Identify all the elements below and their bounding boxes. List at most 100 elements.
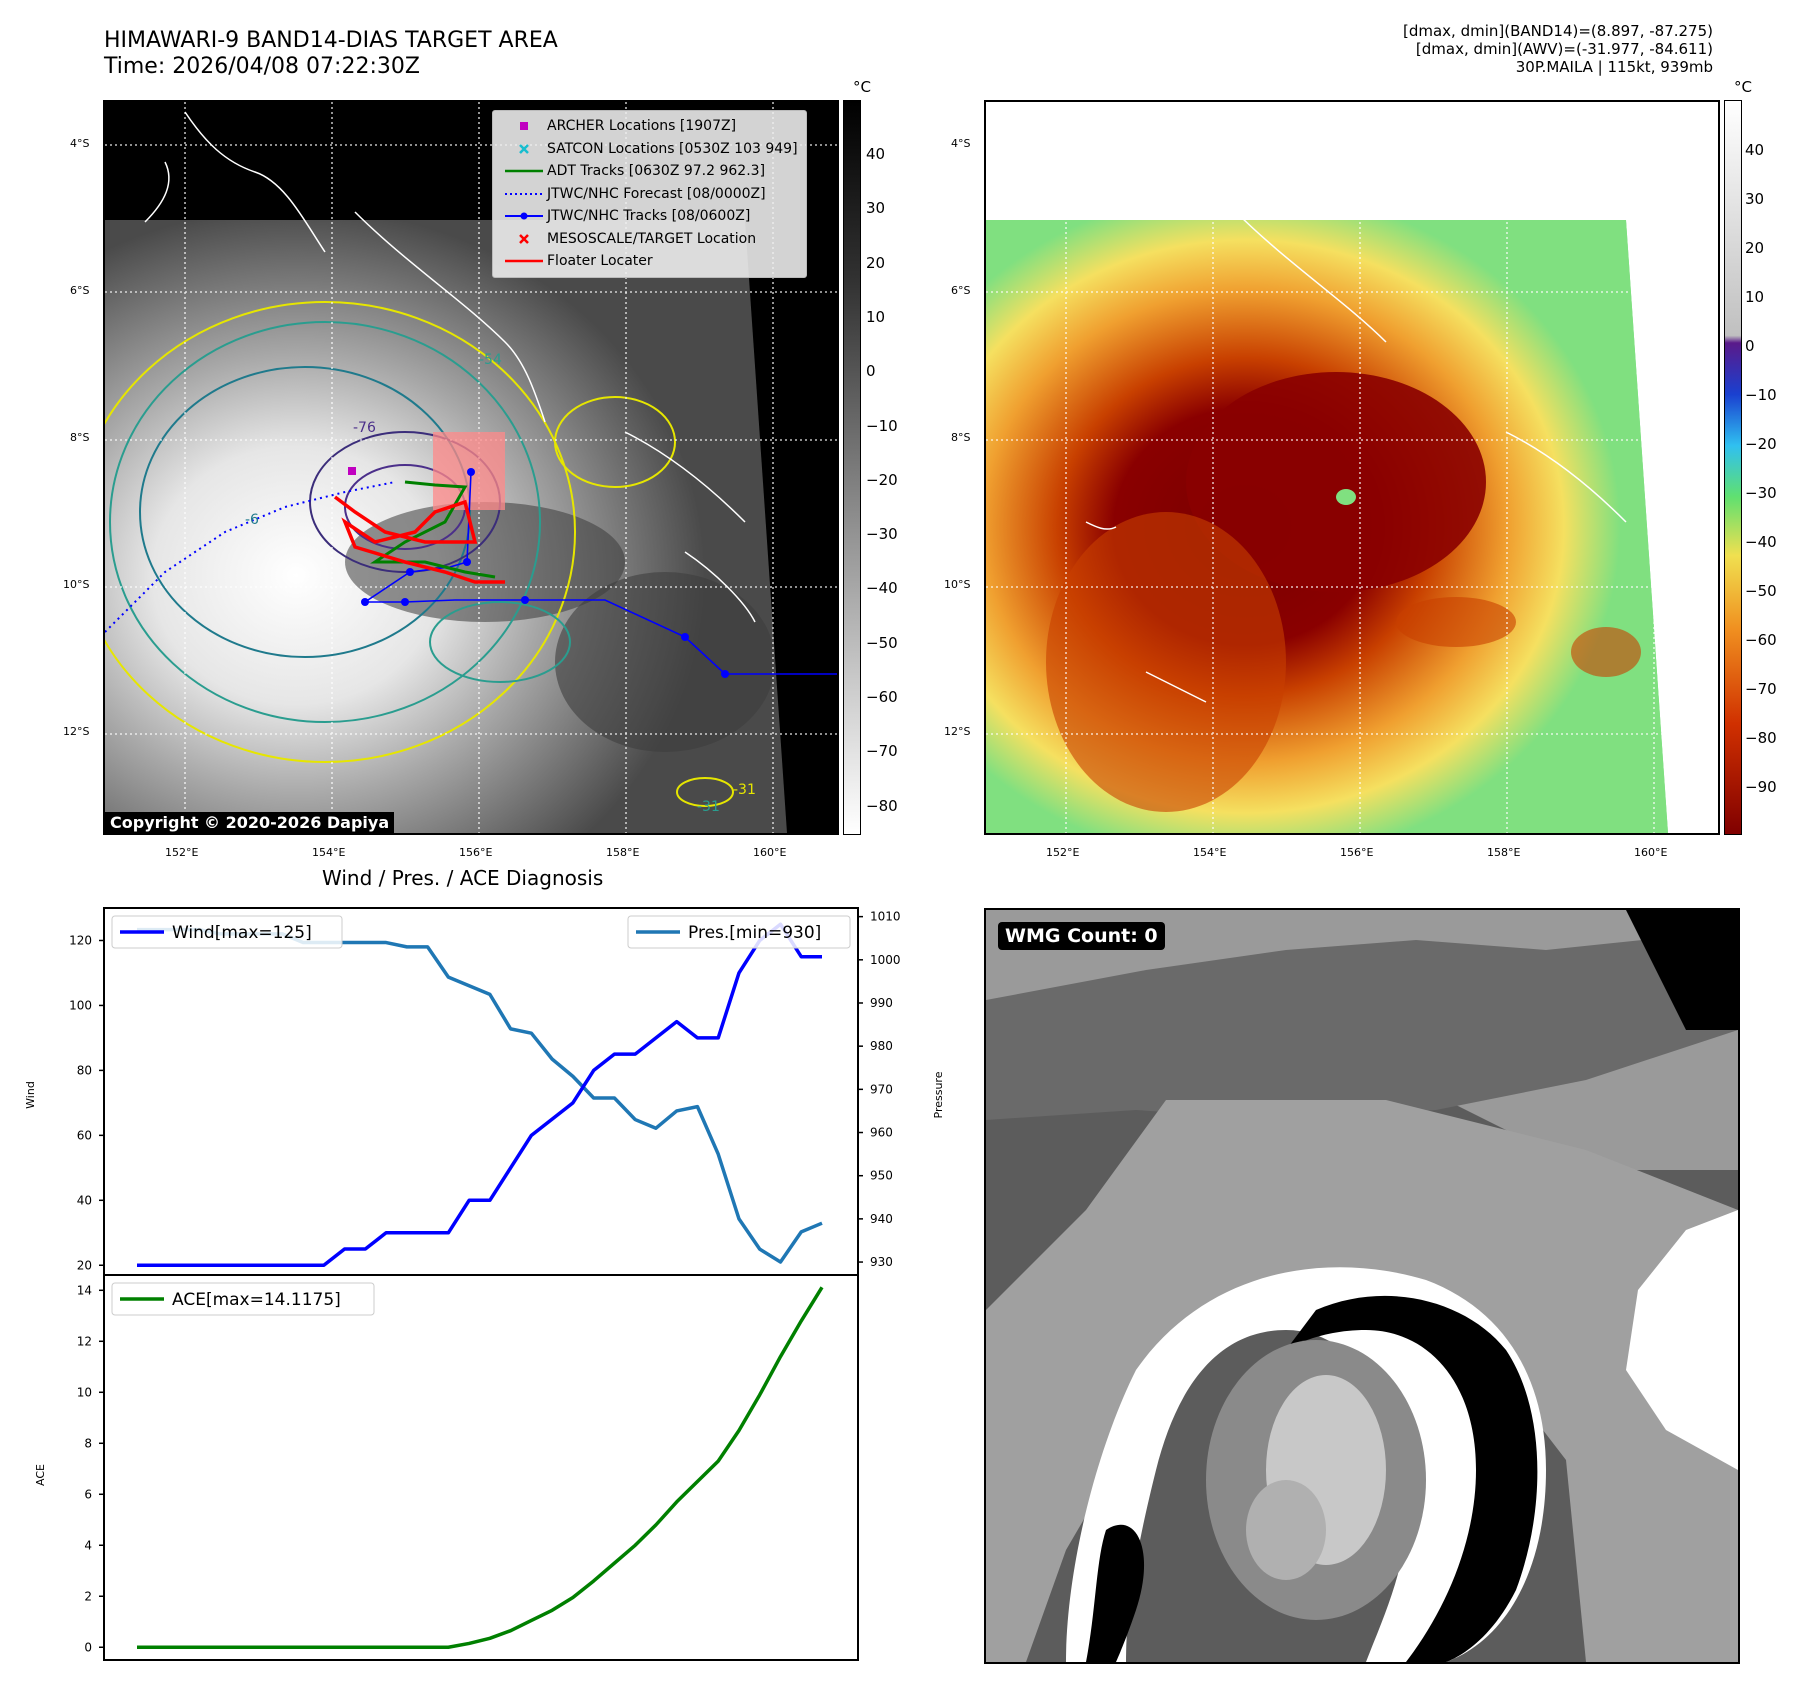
- diagnosis-chart: 2040608010012093094095096097098099010001…: [24, 907, 945, 1661]
- legend-label: JTWC/NHC Forecast [08/0000Z]: [547, 185, 766, 202]
- legend-label: SATCON Locations [0530Z 103 949]: [547, 140, 798, 157]
- ace-ytick-label: 8: [84, 1436, 92, 1450]
- wind-ytick-label: 40: [77, 1193, 92, 1207]
- awv-lat-label-10s: 10°S: [944, 578, 971, 591]
- ace-axis-label: ACE: [34, 1464, 47, 1486]
- info-line-1: [dmax, dmin](BAND14)=(8.897, -87.275): [1402, 22, 1713, 40]
- wind-legend-box: [111, 915, 343, 949]
- awv-lon-label-158e: 158°E: [1487, 846, 1521, 859]
- ace-series-line: [137, 1286, 824, 1650]
- ace-ytick-label: 10: [77, 1385, 92, 1399]
- colorbar-tick-label: 0: [1745, 337, 1755, 355]
- pressure-ytick-label: 1010: [870, 910, 901, 924]
- wind-ytick-label: 80: [77, 1063, 92, 1077]
- ace-ytick-label: 4: [84, 1538, 92, 1552]
- lat-label-8s: 8°S: [70, 431, 90, 444]
- wmg-image: [986, 910, 1738, 1662]
- lat-label-6s: 6°S: [70, 284, 90, 297]
- legend-label: Floater Locater: [547, 253, 653, 269]
- colorbar-tick-label: −90: [1745, 778, 1777, 796]
- info-line-3: 30P.MAILA | 115kt, 939mb: [1515, 58, 1713, 76]
- awv-lat-label-6s: 6°S: [951, 284, 971, 297]
- ace-axes-frame: [103, 1274, 859, 1661]
- pressure-ytick-label: 960: [870, 1126, 893, 1140]
- pressure-series-line: [137, 927, 823, 1264]
- title-line-1: HIMAWARI-9 BAND14-DIAS TARGET AREA: [104, 28, 558, 53]
- awv-colorbar: [1724, 100, 1742, 835]
- legend-label: ARCHER Locations [1907Z]: [547, 118, 737, 134]
- copyright-label: Copyright © 2020-2026 Dapiya: [105, 812, 395, 833]
- awv-lon-label-160e: 160°E: [1634, 846, 1668, 859]
- lon-label-152e: 152°E: [165, 846, 199, 859]
- colorbar-tick-label: −20: [866, 470, 898, 489]
- legend-item: SATCON Locations [0530Z 103 949]: [501, 138, 798, 161]
- wind-ytick-label: 60: [77, 1128, 92, 1142]
- legend-item: ARCHER Locations [1907Z]: [501, 115, 798, 138]
- map-legend: ARCHER Locations [1907Z] SATCON Locations…: [492, 110, 807, 278]
- awv-lon-label-156e: 156°E: [1340, 846, 1374, 859]
- awv-map-panel: [984, 100, 1720, 835]
- legend-symbol-icon: [501, 205, 547, 227]
- wind-ytick-label: 20: [77, 1258, 92, 1272]
- title-line-2: Time: 2026/04/08 07:22:30Z: [104, 54, 420, 79]
- diagnosis-title: Wind / Pres. / ACE Diagnosis: [322, 866, 604, 890]
- colorbar-tick-label: −60: [866, 688, 898, 706]
- awv-lon-label-152e: 152°E: [1046, 846, 1080, 859]
- wind-ytick-label: 120: [69, 933, 92, 947]
- contour-label-1: -76: [353, 420, 376, 436]
- legend-item: JTWC/NHC Tracks [08/0600Z]: [501, 205, 798, 228]
- pressure-ytick-label: 990: [870, 996, 893, 1010]
- lon-label-158e: 158°E: [606, 846, 640, 859]
- pressure-ytick-label: 980: [870, 1039, 893, 1053]
- colorbar-tick-label: −40: [1745, 533, 1777, 551]
- lon-label-154e: 154°E: [312, 846, 346, 859]
- legend-symbol-icon: [501, 228, 547, 250]
- colorbar-tick-label: −80: [1745, 729, 1777, 747]
- colorbar-tick-label: −50: [1745, 582, 1777, 600]
- colorbar-tick-label: 0: [866, 362, 876, 381]
- pressure-ytick-label: 940: [870, 1212, 893, 1226]
- ace-legend-box: [111, 1282, 375, 1316]
- ir-map-panel: Copyright © 2020-2026 Dapiya -76 -31 -31…: [103, 100, 839, 835]
- ace-ytick-label: 0: [84, 1640, 92, 1654]
- legend-symbol-icon: [501, 250, 547, 272]
- legend-label: MESOSCALE/TARGET Location: [547, 230, 757, 247]
- lon-label-160e: 160°E: [753, 846, 787, 859]
- ace-ytick-label: 12: [77, 1334, 92, 1348]
- contour-label-5: -6: [245, 512, 259, 528]
- ir-colorbar: [843, 100, 861, 835]
- colorbar-tick-label: 10: [866, 307, 886, 326]
- awv-map-image: [986, 102, 1718, 833]
- awv-lon-label-154e: 154°E: [1193, 846, 1227, 859]
- legend-label: JTWC/NHC Tracks [08/0600Z]: [547, 208, 751, 224]
- ace-ytick-label: 6: [84, 1487, 92, 1501]
- colorbar-tick-label: −30: [1745, 484, 1777, 502]
- legend-item: Floater Locater: [501, 250, 798, 273]
- legend-symbol-icon: [501, 183, 547, 205]
- wind-legend-label: Wind[max=125]: [172, 923, 312, 943]
- colorbar-tick-label: 10: [1745, 288, 1765, 306]
- lat-label-10s: 10°S: [63, 578, 90, 591]
- legend-label: ADT Tracks [0630Z 97.2 962.3]: [547, 163, 766, 179]
- legend-symbol-icon: [501, 160, 547, 182]
- colorbar-tick-label: −60: [1745, 631, 1777, 649]
- wind-axis-label: Wind: [24, 1081, 37, 1109]
- wind-series-line: [137, 922, 822, 1268]
- legend-symbol-icon: [501, 138, 547, 160]
- colorbar-tick-label: −20: [1745, 435, 1777, 453]
- awv-colorbar-unit: °C: [1734, 78, 1752, 96]
- wmg-panel: WMG Count: 0: [984, 908, 1740, 1664]
- colorbar-tick-label: −30: [866, 525, 898, 544]
- colorbar-tick-label: −70: [1745, 680, 1777, 698]
- ace-legend-label: ACE[max=14.1175]: [172, 1290, 341, 1310]
- ace-ytick-label: 2: [84, 1589, 92, 1603]
- colorbar-tick-label: 40: [866, 145, 886, 163]
- colorbar-tick-label: −50: [866, 633, 898, 652]
- pressure-ytick-label: 970: [870, 1082, 893, 1096]
- colorbar-tick-label: −40: [866, 579, 898, 598]
- awv-lat-label-8s: 8°S: [951, 431, 971, 444]
- lat-label-12s: 12°S: [63, 725, 90, 738]
- pressure-ytick-label: 930: [870, 1255, 893, 1269]
- lat-label-4s: 4°S: [70, 137, 90, 150]
- colorbar-tick-label: −70: [866, 742, 898, 761]
